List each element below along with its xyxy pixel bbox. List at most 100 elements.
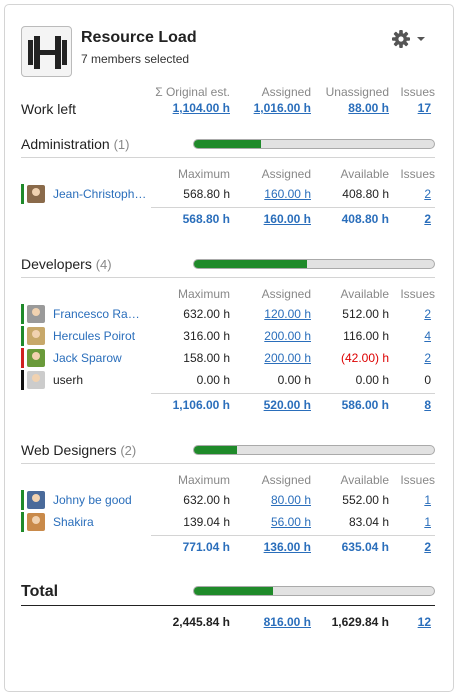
member-assigned[interactable]: 56.00 h [270, 515, 311, 529]
member-available: (42.00) h [340, 351, 389, 365]
total-available: 1,629.84 h [331, 615, 389, 629]
total-issues[interactable]: 12 [417, 615, 431, 629]
total-progress-bar [193, 586, 435, 596]
member-name[interactable]: Johny be good [53, 493, 132, 507]
group-col-header: Maximum [177, 473, 230, 487]
member-status-marker [21, 184, 24, 204]
total-assigned[interactable]: 816.00 h [263, 615, 311, 629]
group-col-header: Assigned [261, 287, 311, 301]
group-total-available: 635.04 h [341, 540, 389, 554]
group-total-assigned[interactable]: 160.00 h [263, 212, 311, 226]
group-total-assigned[interactable]: 136.00 h [263, 540, 311, 554]
member-available: 408.80 h [342, 187, 389, 201]
member-name[interactable]: Shakira [53, 515, 94, 529]
resource-load-gadget: Resource Load 7 members selected Σ Origi… [4, 4, 454, 692]
member-name[interactable]: Francesco Ra… [53, 307, 140, 321]
avatar-head-icon [32, 494, 40, 502]
member-assigned[interactable]: 120.00 h [264, 307, 311, 321]
member-issues[interactable]: 4 [424, 329, 431, 343]
group-total-assigned[interactable]: 520.00 h [263, 398, 311, 412]
summary-value-link[interactable]: 88.00 h [348, 101, 389, 115]
group-progress-fill [194, 260, 307, 268]
avatar [27, 349, 45, 367]
group-name: Developers [21, 256, 92, 272]
member-assigned[interactable]: 80.00 h [270, 493, 311, 507]
total-divider [21, 605, 435, 606]
caret-down-icon [417, 37, 425, 41]
avatar-head-icon [32, 308, 40, 316]
avatar [27, 305, 45, 323]
member-status-marker [21, 370, 24, 390]
gadget-title: Resource Load [81, 29, 197, 46]
member-name[interactable]: Hercules Poirot [53, 329, 136, 343]
avatar [27, 371, 45, 389]
member-status-marker [21, 304, 24, 324]
member-assigned[interactable]: 200.00 h [264, 329, 311, 343]
member-status-marker [21, 326, 24, 346]
group-member-count: (1) [113, 137, 130, 152]
group-progress-bar [193, 139, 435, 149]
member-name: userh [53, 373, 84, 387]
group-name: Web Designers [21, 442, 117, 458]
group-col-header: Issues [400, 287, 435, 301]
avatar-head-icon [32, 516, 40, 524]
group-col-header: Assigned [261, 473, 311, 487]
summary-col-header: Unassigned [325, 85, 389, 99]
member-maximum: 0.00 h [196, 373, 230, 387]
avatar [27, 327, 45, 345]
summary-value-link[interactable]: 1,016.00 h [253, 101, 311, 115]
group-col-header: Issues [400, 473, 435, 487]
group-total-issues[interactable]: 2 [424, 212, 431, 226]
member-issues[interactable]: 2 [424, 351, 431, 365]
group-title: Web Designers (2) [21, 442, 136, 458]
group-total-available: 586.00 h [341, 398, 389, 412]
group-total-issues[interactable]: 2 [424, 540, 431, 554]
avatar-head-icon [32, 188, 40, 196]
member-maximum: 139.04 h [183, 515, 230, 529]
member-assigned[interactable]: 160.00 h [264, 187, 311, 201]
avatar [27, 491, 45, 509]
member-status-marker [21, 490, 24, 510]
group-name: Administration [21, 136, 110, 152]
group-total-maximum: 568.80 h [182, 212, 230, 226]
member-name[interactable]: Jack Sparow [53, 351, 122, 365]
member-available: 116.00 h [343, 329, 389, 343]
member-maximum: 568.80 h [183, 187, 230, 201]
summary-col-header: Σ Original est. [155, 85, 230, 99]
member-name[interactable]: Jean-Christoph… [53, 187, 147, 201]
avatar [27, 185, 45, 203]
group-col-header: Maximum [177, 287, 230, 301]
member-maximum: 632.00 h [183, 307, 230, 321]
total-maximum: 2,445.84 h [172, 615, 230, 629]
member-maximum: 316.00 h [183, 329, 230, 343]
member-assigned[interactable]: 200.00 h [264, 351, 311, 365]
member-issues[interactable]: 2 [424, 187, 431, 201]
summary-value-link[interactable]: 17 [417, 101, 431, 115]
work-left-label: Work left [21, 101, 76, 117]
group-totals-divider [151, 207, 435, 208]
member-issues[interactable]: 1 [424, 515, 431, 529]
member-issues[interactable]: 2 [424, 307, 431, 321]
group-col-header: Available [340, 473, 389, 487]
member-maximum: 632.00 h [183, 493, 230, 507]
member-issues: 0 [424, 373, 431, 387]
settings-menu-button[interactable] [391, 28, 427, 50]
member-maximum: 158.00 h [183, 351, 230, 365]
member-available: 552.00 h [342, 493, 389, 507]
group-progress-fill [194, 446, 238, 454]
group-title: Administration (1) [21, 136, 129, 152]
group-col-header: Available [340, 167, 389, 181]
member-available: 0.00 h [355, 373, 389, 387]
dumbbell-icon [21, 26, 72, 77]
group-total-maximum: 1,106.00 h [172, 398, 230, 412]
group-member-count: (2) [120, 443, 137, 458]
avatar [27, 513, 45, 531]
group-col-header: Assigned [261, 167, 311, 181]
total-progress-fill [194, 587, 274, 595]
group-member-count: (4) [95, 257, 112, 272]
gear-icon [392, 30, 425, 48]
group-total-issues[interactable]: 8 [424, 398, 431, 412]
group-col-header: Available [340, 287, 389, 301]
member-issues[interactable]: 1 [424, 493, 431, 507]
summary-value-link[interactable]: 1,104.00 h [172, 101, 230, 115]
